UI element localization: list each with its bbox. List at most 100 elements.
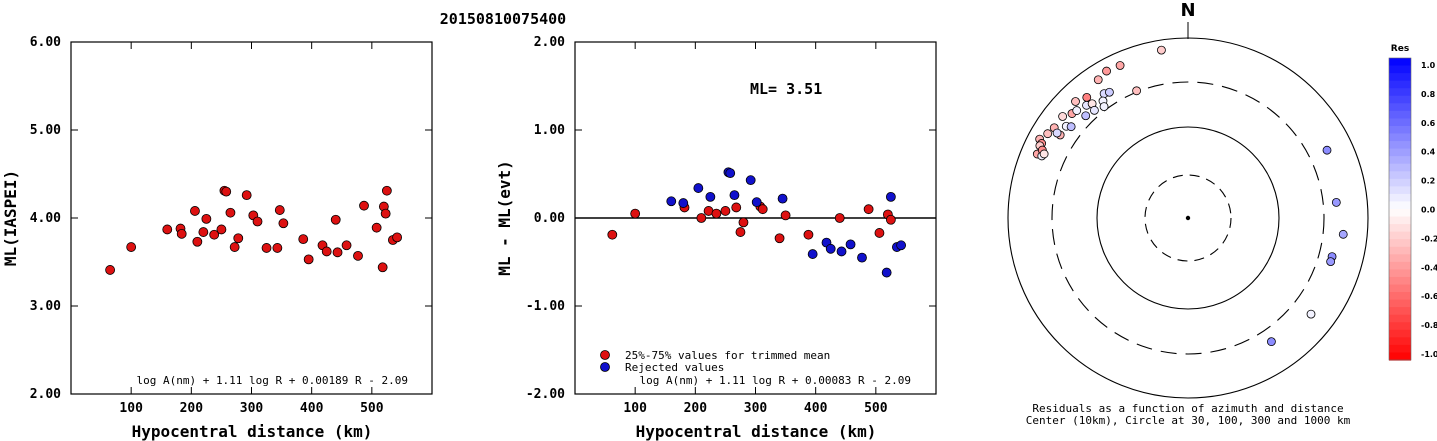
data-point: [845, 239, 856, 250]
data-point: [341, 240, 352, 251]
data-point: [774, 233, 785, 244]
station-point: [1090, 105, 1099, 115]
data-point: [885, 214, 896, 225]
data-point: [693, 183, 704, 193]
data-point: [241, 190, 252, 201]
x-tick-label: 500: [864, 401, 888, 416]
data-points-1: [105, 185, 403, 275]
data-point: [885, 191, 896, 202]
y-tick-label: 0.00: [534, 211, 565, 226]
station-point: [1322, 145, 1332, 155]
station-point: [1331, 198, 1341, 207]
colorbar-tick-label: -0.4: [1421, 263, 1437, 272]
data-point: [874, 228, 885, 238]
colorbar-swatch: [1389, 171, 1411, 180]
panel-residual-vs-distance: -2.00 -1.00 0.00 1.00 2.00 100 200 300 400 500 M…: [495, 35, 937, 441]
data-point: [330, 214, 341, 225]
data-point: [371, 222, 382, 233]
colorbar-tick-label: 0.0: [1421, 206, 1436, 215]
station-points: [1032, 45, 1348, 347]
colorbar-swatch: [1389, 125, 1411, 135]
data-point: [201, 213, 212, 224]
data-point: [607, 229, 618, 240]
x-tick-label: 400: [300, 401, 324, 416]
x-tick-label: 200: [180, 401, 204, 416]
ring-30km: [1144, 174, 1232, 262]
colorbar-swatch: [1389, 73, 1411, 82]
data-point: [321, 246, 332, 257]
y-tick-label: 3.00: [30, 299, 61, 314]
colorbar-swatch: [1389, 261, 1411, 270]
colorbar-swatch: [1389, 103, 1411, 112]
data-point: [666, 196, 677, 207]
data-point: [720, 206, 731, 216]
data-point: [221, 186, 232, 197]
colorbar-frame: [1388, 57, 1412, 361]
polar-caption-1: Residuals as a function of azimuth and d…: [1032, 402, 1343, 415]
colorbar-swatch: [1389, 307, 1411, 316]
data-point: [881, 267, 892, 278]
data-points-2: [607, 167, 907, 278]
data-point: [225, 207, 236, 218]
colorbar-swatch: [1389, 178, 1411, 187]
station-point: [1338, 229, 1348, 239]
colorbar-swatch: [1389, 133, 1411, 142]
colorbar-swatch: [1389, 88, 1411, 97]
data-point: [857, 252, 867, 263]
x-tick-label: 200: [684, 401, 708, 416]
data-point: [377, 262, 388, 273]
colorbar-tick-label: -0.2: [1421, 234, 1437, 243]
polar-caption-2: Center (10km), Circle at 30, 100, 300 an…: [1026, 414, 1351, 427]
station-point: [1072, 106, 1082, 115]
data-point: [298, 234, 309, 245]
colorbar-swatch: [1389, 231, 1411, 240]
colorbar-swatch: [1389, 224, 1411, 233]
station-point: [1105, 87, 1114, 97]
x-tick-label: 300: [240, 401, 264, 416]
data-point: [252, 216, 263, 227]
y-axis-ticks-1: 2.00 3.00 4.00 5.00 6.00: [30, 35, 432, 402]
data-point: [696, 213, 707, 223]
formula-2: log A(nm) + 1.11 log R + 0.00083 R - 2.0…: [639, 374, 911, 387]
data-point: [162, 224, 173, 235]
panel-ml-vs-distance: 2.00 3.00 4.00 5.00 6.00 100 200 300 400 500 ML(…: [1, 35, 433, 441]
y-axis-label-2: ML - ML(evt): [495, 160, 514, 276]
data-point: [278, 218, 289, 229]
station-point: [1093, 75, 1103, 85]
data-point: [105, 265, 116, 275]
colorbar-swatch: [1389, 156, 1411, 165]
x-tick-label: 300: [744, 401, 768, 416]
figure-title: 20150810075400: [440, 10, 566, 28]
data-point: [729, 190, 740, 201]
station-point: [1267, 337, 1276, 347]
formula-1: log A(nm) + 1.11 log R + 0.00189 R - 2.0…: [136, 374, 408, 387]
colorbar-tick-label: 0.4: [1421, 148, 1436, 157]
data-point: [630, 208, 641, 219]
data-point: [731, 202, 742, 213]
north-label: N: [1180, 0, 1195, 21]
colorbar-swatch: [1389, 163, 1411, 172]
x-axis-ticks-1: 100 200 300 400 500: [119, 42, 384, 416]
colorbar-swatch: [1389, 148, 1411, 157]
data-point: [359, 200, 369, 211]
colorbar-tick-label: 1.0: [1421, 61, 1436, 70]
colorbar-swatch: [1389, 322, 1411, 331]
data-point: [209, 229, 220, 240]
ml-annotation: ML= 3.51: [750, 80, 822, 98]
legend-label-rejected: Rejected values: [625, 361, 724, 374]
data-point: [392, 232, 403, 243]
ring-300km: [1051, 81, 1325, 355]
colorbar-swatch: [1389, 299, 1411, 308]
data-point: [274, 205, 285, 215]
colorbar-swatch: [1389, 216, 1411, 225]
data-point: [192, 236, 203, 247]
colorbar-swatch: [1389, 352, 1411, 361]
colorbar-swatch: [1389, 276, 1411, 286]
colorbar-tick-label: -0.8: [1421, 321, 1437, 330]
legend: 25%-75% values for trimmed mean Rejected…: [600, 349, 830, 374]
colorbar-swatch: [1389, 95, 1411, 104]
colorbar-tick-label: -1.0: [1421, 350, 1437, 359]
ring-1000km: [1007, 37, 1369, 399]
colorbar-swatch: [1389, 292, 1411, 301]
y-axis-ticks-2: -2.00 -1.00 0.00 1.00 2.00: [526, 35, 936, 402]
